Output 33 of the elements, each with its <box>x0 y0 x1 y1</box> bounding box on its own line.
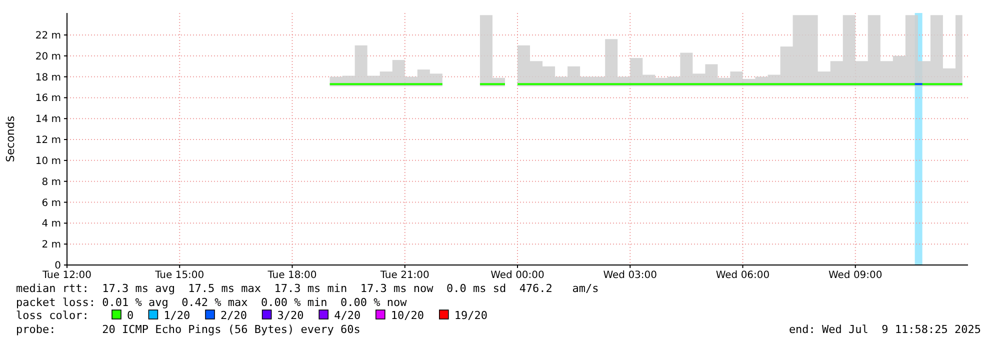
text: packet loss: 0.01 % avg 0.42 % max 0.00 % min 0.00 % now <box>16 296 408 309</box>
legend-label: 10/20 <box>390 309 424 322</box>
x-tick-label: Wed 03:00 <box>603 270 658 281</box>
legend-label: 0 <box>127 309 134 322</box>
y-tick-label: 18 m <box>35 72 61 84</box>
y-tick-label: 16 m <box>35 93 61 104</box>
y-axis-title: Seconds <box>4 116 17 162</box>
legend-label: 4/20 <box>334 309 361 322</box>
y-tick-label: 12 m <box>35 135 61 146</box>
legend-label: 3/20 <box>277 309 304 322</box>
text: median rtt: 17.3 ms avg 17.5 ms max 17.3 ms min 17.3 ms now 0.0 ms sd 476.2 am/s <box>16 282 599 295</box>
x-tick-label: Wed 00:00 <box>490 270 544 281</box>
text: probe: 20 ICMP Echo Pings (56 Bytes) every 60s <box>16 323 360 336</box>
x-tick-label: Tue 18:00 <box>266 270 317 281</box>
y-tick-label: 4 m <box>42 218 61 230</box>
x-tick-label: Wed 06:00 <box>716 270 770 281</box>
legend-label: 2/20 <box>220 309 247 322</box>
y-tick-label: 20 m <box>35 51 61 62</box>
y-tick-label: 0 <box>54 260 61 272</box>
x-tick-label: Tue 12:00 <box>41 270 92 281</box>
text: end: Wed Jul 9 11:58:25 2025 <box>788 323 981 336</box>
legend-label: 1/20 <box>164 309 190 322</box>
x-tick-label: Tue 15:00 <box>154 270 204 281</box>
y-tick-label: 8 m <box>42 176 61 188</box>
y-tick-label: 22 m <box>35 30 61 42</box>
y-tick-label: 6 m <box>42 198 61 209</box>
y-tick-label: 14 m <box>35 114 61 126</box>
y-tick-label: 10 m <box>35 156 61 167</box>
x-tick-label: Tue 21:00 <box>379 270 430 281</box>
legend-title: loss color: <box>16 309 89 322</box>
legend-label: 19/20 <box>454 309 488 322</box>
x-tick-label: Wed 09:00 <box>828 270 882 281</box>
y-tick-label: 2 m <box>42 240 61 251</box>
